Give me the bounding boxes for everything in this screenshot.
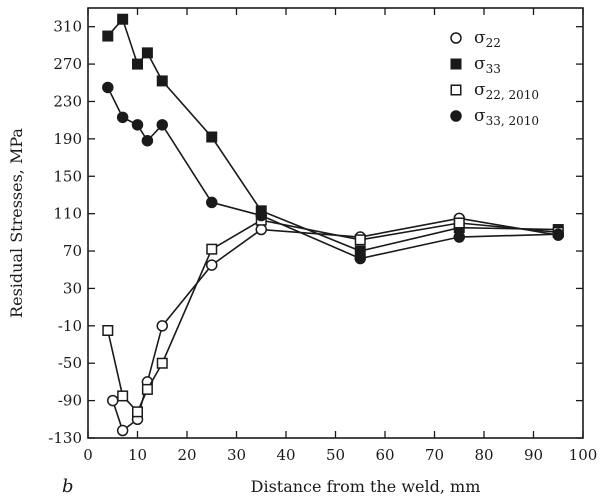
legend-label: σ22: [474, 28, 501, 50]
legend-marker: [450, 84, 462, 96]
x-tick-label: 100: [569, 446, 598, 464]
data-point: [255, 223, 267, 236]
x-axis-label: Distance from the weld, mm: [251, 477, 481, 496]
series-layer: [102, 13, 564, 437]
x-tick-label: 20: [177, 446, 196, 464]
data-point: [453, 231, 465, 243]
data-point: [141, 47, 153, 59]
series-line: [107, 17, 559, 252]
x-tick-label: 90: [524, 446, 543, 464]
data-point: [354, 252, 366, 265]
x-tick-label: 30: [227, 446, 246, 464]
data-point: [206, 196, 218, 209]
legend-item: σ22: [450, 28, 501, 50]
legend-marker: [450, 110, 462, 122]
x-tick-label: 70: [425, 446, 444, 464]
data-point: [107, 394, 119, 407]
y-tick-label: 150: [53, 167, 82, 185]
data-point: [156, 75, 168, 87]
data-point: [141, 134, 154, 147]
legend-label: σ33: [474, 54, 501, 76]
data-point: [116, 111, 129, 124]
panel-label: b: [62, 476, 74, 497]
data-point: [552, 228, 564, 240]
legend-marker: [450, 58, 462, 70]
axis-ticks: 0 10 20 30 40 50 60 70 80 90 100 -130 -90 -50 -10 30 70 1…: [48, 8, 597, 464]
data-point: [131, 119, 144, 131]
y-tick-label: -90: [58, 392, 82, 410]
legend-label: σ33, 2010: [474, 106, 539, 128]
y-tick-label: 70: [63, 242, 82, 260]
data-point: [102, 325, 114, 336]
x-tick-label: 10: [128, 446, 147, 464]
series-line: [111, 217, 559, 432]
x-tick-label: 0: [83, 446, 93, 464]
x-tick-label: 80: [474, 446, 493, 464]
series-line: [107, 219, 559, 414]
series-33: [102, 13, 564, 257]
y-tick-label: 190: [53, 130, 82, 148]
data-point: [156, 357, 168, 369]
y-tick-label: 230: [53, 92, 82, 110]
y-tick-label: -10: [58, 317, 82, 335]
data-point: [102, 30, 114, 42]
y-tick-label: 270: [53, 55, 82, 73]
y-tick-label: -130: [48, 429, 82, 447]
series-line: [107, 87, 559, 260]
x-tick-label: 60: [375, 446, 394, 464]
y-tick-label: 110: [53, 205, 82, 223]
data-point: [156, 119, 168, 131]
data-point: [206, 243, 218, 255]
data-point: [206, 131, 218, 143]
series-22-2010: [102, 214, 564, 418]
data-point: [255, 209, 267, 222]
legend-marker: [450, 32, 462, 44]
legend-label: σ22, 2010: [474, 80, 539, 102]
x-tick-label: 50: [326, 446, 345, 464]
data-point: [453, 217, 465, 229]
legend-item: σ22, 2010: [450, 80, 539, 102]
y-axis-label: Residual Stresses, MPa: [7, 128, 26, 318]
data-point: [102, 81, 114, 94]
data-point: [117, 13, 129, 25]
data-point: [354, 234, 366, 246]
y-tick-label: 30: [63, 279, 82, 297]
legend-item: σ33, 2010: [450, 106, 539, 128]
data-point: [206, 259, 218, 271]
plot-frame: [87, 7, 584, 439]
data-point: [116, 424, 129, 437]
data-point: [141, 383, 153, 395]
legend-item: σ33: [450, 54, 501, 76]
y-tick-label: 310: [53, 18, 82, 36]
series-22: [107, 212, 564, 437]
x-tick-label: 40: [276, 446, 295, 464]
data-point: [156, 320, 168, 332]
legend: σ22 σ33 σ22, 2010 σ33, 2010: [450, 28, 539, 128]
series-33-2010: [102, 81, 564, 265]
y-tick-label: -50: [58, 354, 82, 372]
data-point: [132, 58, 143, 70]
data-point: [132, 406, 143, 418]
data-point: [117, 390, 129, 402]
